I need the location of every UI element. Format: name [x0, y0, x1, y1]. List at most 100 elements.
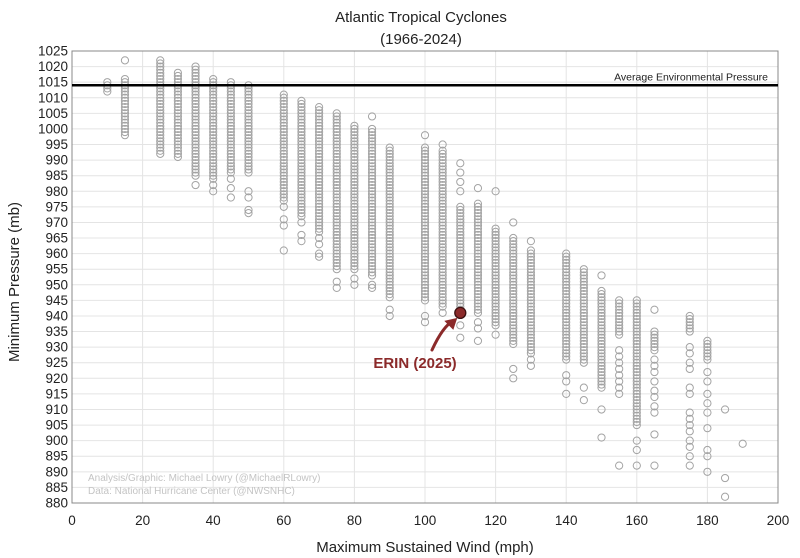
data-point — [209, 96, 218, 105]
data-point — [579, 339, 588, 349]
data-point — [526, 277, 536, 286]
data-point — [632, 311, 641, 321]
data-point — [491, 249, 500, 258]
data-point — [297, 171, 306, 180]
data-point — [632, 302, 641, 311]
data-point — [438, 168, 447, 177]
data-point — [385, 180, 394, 190]
data-point — [350, 221, 359, 230]
data-point — [562, 349, 571, 358]
data-point — [438, 308, 447, 317]
data-point — [385, 177, 394, 187]
data-point — [579, 311, 588, 321]
data-point — [562, 346, 571, 355]
y-tick-label: 920 — [45, 371, 68, 386]
data-point — [244, 205, 253, 215]
data-point — [438, 171, 447, 180]
data-point — [226, 109, 235, 118]
data-point — [385, 215, 394, 224]
data-point — [120, 99, 130, 109]
data-point — [491, 233, 500, 243]
data-point — [226, 118, 235, 127]
data-point — [562, 255, 571, 264]
data-point — [191, 127, 200, 137]
data-point — [491, 240, 500, 249]
data-point — [226, 103, 235, 112]
data-point — [509, 280, 518, 289]
data-point — [420, 159, 430, 168]
x-tick-label: 100 — [414, 513, 437, 528]
data-point — [367, 240, 377, 249]
data-point — [332, 159, 341, 168]
data-point — [579, 383, 588, 392]
data-point — [509, 305, 518, 314]
data-point — [685, 452, 694, 461]
data-point — [385, 290, 394, 299]
data-point — [597, 364, 606, 374]
data-point — [367, 265, 377, 274]
data-point — [332, 112, 341, 121]
data-point — [703, 377, 712, 386]
data-point — [473, 243, 483, 252]
y-tick-label: 1010 — [38, 90, 68, 105]
data-point — [615, 364, 624, 374]
data-point — [597, 308, 606, 317]
data-point — [297, 199, 306, 208]
data-point — [597, 271, 606, 280]
data-point — [509, 311, 518, 321]
data-point — [156, 56, 165, 65]
data-point — [562, 286, 571, 296]
data-point — [385, 283, 394, 293]
data-point — [597, 339, 606, 349]
data-point — [226, 168, 235, 177]
data-point — [597, 286, 606, 296]
data-point — [597, 311, 606, 321]
data-point — [562, 296, 571, 305]
data-point — [597, 374, 606, 383]
data-point — [685, 383, 694, 392]
data-point — [615, 377, 624, 386]
data-point — [579, 265, 588, 274]
data-point — [473, 268, 483, 277]
data-point — [226, 152, 235, 162]
data-point — [632, 318, 641, 327]
data-point — [209, 74, 218, 84]
data-point — [597, 367, 606, 377]
data-point — [491, 296, 500, 305]
data-point — [456, 290, 465, 299]
data-point — [526, 255, 536, 264]
data-point — [156, 106, 165, 115]
data-point — [650, 305, 659, 314]
data-point — [456, 293, 465, 302]
data-point — [120, 74, 130, 84]
data-point — [385, 227, 394, 236]
data-point — [703, 399, 712, 408]
data-point — [297, 184, 306, 193]
data-point — [438, 180, 447, 190]
data-point — [332, 165, 341, 174]
data-point — [491, 224, 500, 233]
data-point — [332, 252, 341, 261]
data-point — [191, 137, 200, 146]
data-point — [244, 159, 253, 168]
data-point — [297, 190, 306, 199]
data-point — [562, 343, 571, 352]
data-point — [226, 124, 235, 134]
data-point — [367, 215, 377, 224]
data-point — [350, 193, 359, 202]
data-point — [456, 321, 465, 330]
data-point — [209, 152, 218, 162]
data-point — [209, 143, 218, 152]
data-point — [279, 103, 288, 112]
data-point — [332, 156, 341, 165]
data-point — [420, 268, 430, 277]
data-point — [173, 109, 182, 118]
data-point — [420, 165, 430, 174]
data-point — [632, 349, 641, 358]
data-point — [244, 143, 253, 152]
data-point — [367, 149, 377, 158]
data-point — [420, 293, 430, 302]
data-point — [685, 414, 694, 423]
data-point — [420, 199, 430, 208]
data-point — [420, 286, 430, 296]
